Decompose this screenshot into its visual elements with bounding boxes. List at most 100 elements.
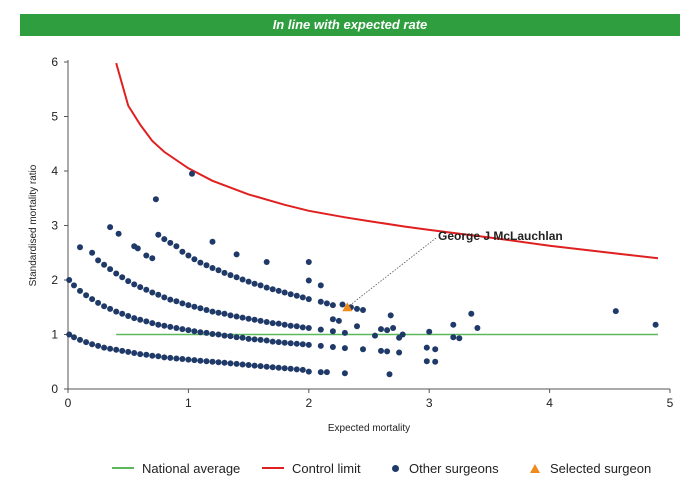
surgeon-point [137, 316, 144, 323]
surgeon-point [149, 289, 156, 296]
surgeon-point [203, 262, 210, 269]
legend-selected-surgeon-label: Selected surgeon [550, 460, 652, 476]
surgeon-point [305, 325, 312, 331]
surgeon-point [89, 249, 96, 256]
surgeon-point [77, 287, 83, 294]
surgeon-point [89, 341, 96, 348]
surgeon-point [125, 278, 132, 285]
surgeon-point [185, 356, 192, 363]
surgeon-point [239, 334, 246, 341]
surgeon-point [101, 303, 108, 310]
surgeon-point [173, 298, 180, 305]
surgeon-point [652, 321, 659, 328]
surgeon-point [239, 361, 246, 368]
selected-surgeon-marker [342, 302, 353, 312]
surgeon-point [137, 284, 144, 291]
surgeon-point [95, 299, 102, 306]
surgeon-point [281, 321, 288, 328]
y-tick-label: 4 [51, 164, 58, 178]
surgeon-point [101, 261, 108, 268]
surgeon-point [378, 326, 384, 333]
surgeon-point [399, 331, 406, 338]
surgeon-point [257, 317, 264, 324]
surgeon-point [179, 356, 186, 362]
surgeon-point [71, 282, 77, 289]
y-tick-label: 3 [51, 219, 58, 233]
surgeon-point [287, 340, 294, 347]
surgeon-point [317, 282, 324, 289]
surgeon-point [293, 366, 300, 373]
surgeon-point [263, 284, 270, 291]
surgeon-point [251, 316, 258, 323]
surgeon-point [173, 243, 180, 250]
surgeon-point [179, 326, 186, 333]
surgeon-point [281, 289, 288, 296]
surgeon-point [387, 312, 394, 319]
surgeon-point [329, 328, 336, 335]
surgeon-point [89, 296, 96, 303]
surgeon-point [155, 291, 162, 298]
annotation-label: George J McLauchlan [438, 229, 563, 243]
surgeon-point [251, 362, 258, 369]
surgeon-point [221, 269, 228, 276]
chart-legend: National average Control limit Other sur… [0, 456, 700, 480]
legend-other-surgeons: Other surgeons [392, 456, 499, 480]
surgeon-point [161, 294, 168, 301]
surgeon-point [305, 296, 312, 303]
surgeon-point [372, 332, 378, 339]
surgeon-point [329, 344, 336, 350]
surgeon-point [113, 346, 120, 353]
surgeon-point [191, 328, 198, 335]
control-limit-line [115, 62, 659, 260]
surgeon-point [305, 341, 312, 348]
surgeon-point [66, 277, 73, 283]
surgeon-point [161, 322, 168, 329]
surgeon-point [77, 244, 83, 251]
surgeon-point [173, 355, 180, 362]
surgeon-point [71, 334, 77, 341]
surgeon-point [474, 325, 481, 331]
surgeon-point [341, 329, 348, 336]
surgeon-point [293, 323, 300, 330]
surgeon-point [317, 298, 324, 305]
surgeon-point [384, 348, 391, 355]
surgeon-point [275, 364, 282, 371]
surgeon-point [233, 274, 240, 281]
surgeon-point [293, 340, 300, 347]
surgeon-point [95, 257, 102, 264]
surgeon-point [468, 310, 475, 317]
surgeon-point [221, 332, 228, 339]
surgeon-point [189, 170, 195, 177]
surgeon-point [107, 345, 114, 352]
surgeon-point [305, 277, 312, 284]
surgeon-point [119, 347, 126, 354]
surgeon-point [155, 353, 162, 360]
surgeon-point [173, 325, 180, 331]
legend-national-average: National average [112, 456, 240, 480]
surgeon-point [275, 339, 282, 346]
surgeon-point [185, 252, 192, 259]
y-axis-title: Standardised mortality ratio [28, 164, 39, 286]
surgeon-point [299, 294, 306, 301]
surgeon-point [299, 324, 306, 331]
surgeon-point [197, 329, 204, 336]
surgeon-point [152, 196, 159, 203]
surgeon-point [113, 270, 120, 277]
surgeon-point [245, 278, 252, 285]
surgeon-point [360, 346, 366, 353]
surgeon-point [203, 329, 210, 336]
surgeon-point [66, 331, 73, 338]
surgeon-point [167, 323, 174, 330]
surgeon-point [323, 369, 330, 376]
surgeon-point [209, 358, 216, 365]
surgeon-point [233, 360, 240, 367]
surgeon-point [125, 313, 132, 319]
surgeon-point [167, 239, 174, 246]
surgeon-point [209, 331, 216, 337]
surgeon-point [386, 371, 393, 378]
surgeon-point [233, 313, 240, 320]
surgeon-point [378, 347, 384, 354]
surgeon-point [179, 248, 186, 255]
surgeon-point [281, 365, 288, 372]
surgeon-point [227, 272, 234, 279]
